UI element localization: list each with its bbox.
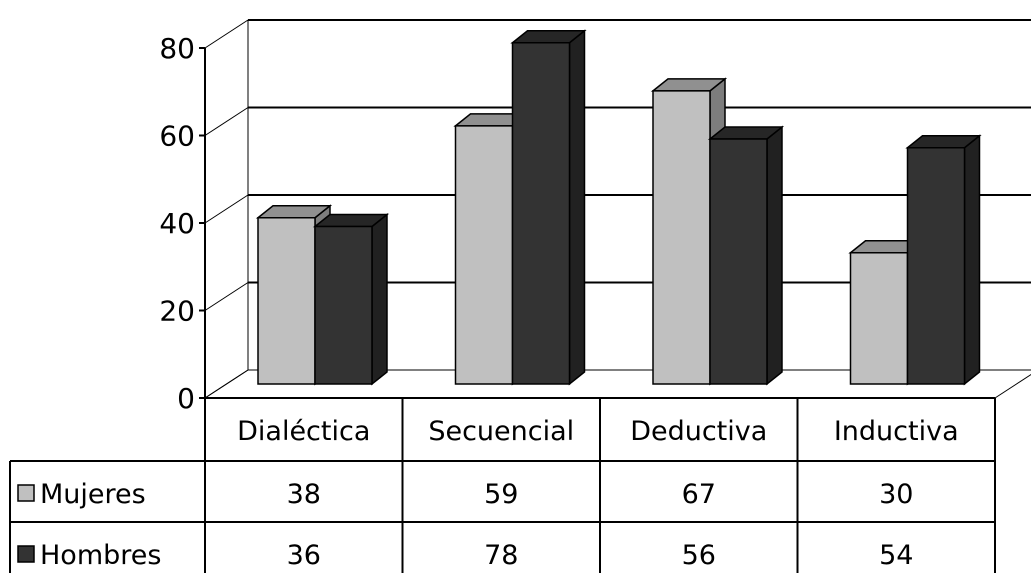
table-cell-value: 67 — [682, 479, 716, 510]
table-cell-value: 30 — [879, 479, 913, 510]
bar-side-face — [371, 212, 388, 386]
value-axis: 0 20 40 60 80 — [159, 32, 206, 415]
grid-diagonal — [204, 369, 249, 399]
bar-front-face — [511, 42, 571, 385]
y-tick-label: 80 — [159, 32, 195, 65]
bar-side-face — [963, 134, 981, 386]
y-tick-label: 20 — [159, 295, 195, 328]
legend-label: Mujeres — [40, 479, 146, 510]
bar-hombres-3 — [905, 134, 982, 386]
table-cell-value: 36 — [287, 540, 321, 571]
y-tick-label: 60 — [159, 120, 195, 153]
grid-diagonal — [204, 282, 249, 311]
floor-right-edge — [994, 373, 1031, 399]
category-label: Dialéctica — [237, 416, 370, 447]
y-tick-label: 40 — [159, 207, 195, 240]
grid-diagonal — [204, 194, 249, 224]
bar-front-face — [314, 225, 373, 385]
bar-side-face — [766, 125, 783, 386]
bar-front-face — [652, 90, 711, 385]
bar-front-face — [454, 125, 514, 385]
bar-hombres-2 — [707, 125, 785, 386]
bar-front-face — [257, 217, 316, 385]
category-label: Deductiva — [630, 416, 767, 447]
legend-swatch — [17, 545, 35, 563]
category-label: Secuencial — [428, 416, 574, 447]
bar-front-face — [709, 138, 768, 385]
legend-label: Hombres — [40, 540, 161, 571]
bars — [255, 29, 982, 386]
table-cell-value: 78 — [484, 540, 518, 571]
bar-side-face — [568, 29, 586, 386]
table-cell-value: 54 — [879, 540, 913, 571]
category-label: Inductiva — [834, 416, 959, 447]
bar-front-face — [906, 147, 966, 385]
grid-diagonal — [204, 107, 249, 136]
table-cell-value: 56 — [682, 540, 716, 571]
bar-hombres-1 — [510, 29, 587, 386]
data-table: Dialéctica Secuencial Deductiva Inductiva Mu… — [9, 397, 996, 573]
grid-diagonal — [204, 19, 249, 49]
bar-hombres-0 — [312, 212, 390, 386]
y-tick-label: 0 — [177, 382, 195, 415]
legend-swatch — [17, 484, 35, 502]
table-cell-value: 59 — [484, 479, 518, 510]
bar-front-face — [849, 252, 909, 385]
table-cell-value: 38 — [287, 479, 321, 510]
